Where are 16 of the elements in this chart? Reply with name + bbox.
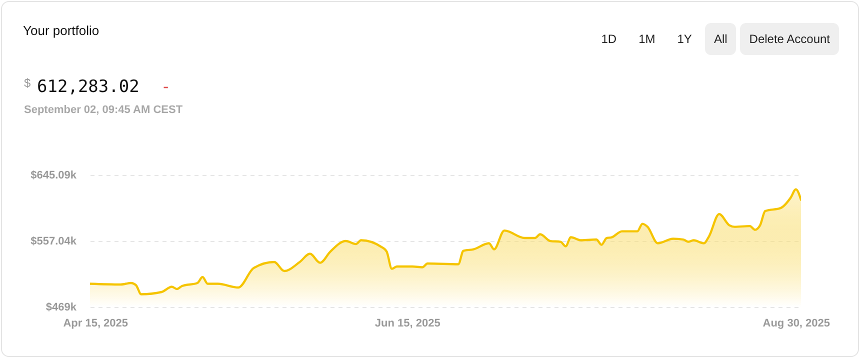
- x-tick-label: Aug 30, 2025: [762, 318, 830, 330]
- text: 1Y: [676, 31, 693, 48]
- text: -: [163, 77, 169, 97]
- y-tick-label: $645.09k: [30, 170, 78, 182]
- y-tick-label: $557.04k: [30, 236, 78, 248]
- text: 612,283.02: [37, 77, 140, 97]
- x-tick-label: Jun 15, 2025: [374, 318, 440, 330]
- y-tick-label: $469k: [46, 302, 78, 314]
- text: September 02, 09:45 AM CEST: [24, 104, 183, 116]
- text: All: [704, 23, 736, 55]
- text: 1M: [638, 31, 656, 48]
- text: Delete Account: [740, 23, 839, 55]
- chart-title: Your portfolio: [23, 23, 100, 38]
- text: 1D: [600, 31, 618, 48]
- x-tick-label: Apr 15, 2025: [63, 318, 128, 330]
- text: $: [24, 76, 31, 90]
